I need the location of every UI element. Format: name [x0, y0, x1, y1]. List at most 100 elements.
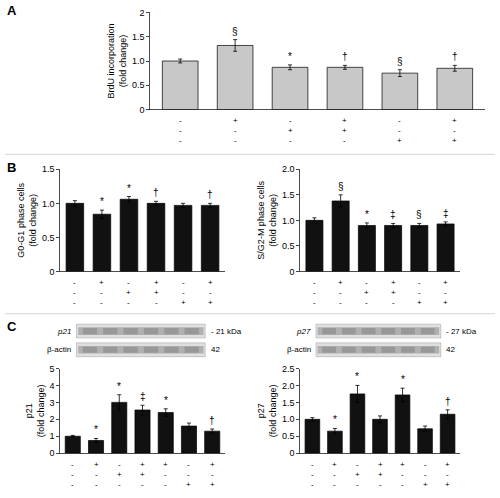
svg-text:-: - [187, 470, 190, 479]
svg-text:†: † [153, 187, 159, 198]
svg-text:+: + [378, 460, 383, 469]
svg-text:*: * [117, 381, 121, 392]
svg-text:-: - [424, 460, 427, 469]
svg-text:-: - [401, 480, 404, 489]
svg-text:+: + [397, 136, 402, 145]
svg-text:0.5: 0.5 [282, 431, 295, 441]
svg-text:+: + [364, 288, 369, 297]
svg-text:‡: ‡ [390, 209, 396, 220]
svg-text:2: 2 [139, 8, 144, 18]
svg-text:2: 2 [49, 414, 54, 424]
svg-text:-: - [401, 470, 404, 479]
svg-text:†: † [209, 415, 215, 426]
svg-text:+: + [210, 480, 215, 489]
svg-text:§: § [416, 209, 422, 220]
svg-text:G0-G1 phase cells(fold change): G0-G1 phase cells(fold change) [16, 183, 38, 258]
svg-text:4: 4 [49, 381, 54, 391]
svg-text:1.5: 1.5 [282, 398, 295, 408]
svg-text:*: * [100, 196, 104, 207]
svg-text:-: - [313, 288, 316, 297]
svg-text:-: - [333, 470, 336, 479]
svg-text:-: - [234, 126, 237, 135]
svg-text:p21: p21 [57, 327, 71, 336]
svg-text:+: + [163, 460, 168, 469]
svg-text:-: - [398, 116, 401, 125]
svg-text:2.5: 2.5 [282, 364, 295, 374]
svg-text:BrdU incorporation(fold change: BrdU incorporation(fold change) [106, 23, 128, 98]
svg-text:0: 0 [289, 267, 294, 277]
svg-text:42: 42 [211, 345, 220, 354]
svg-text:-: - [118, 460, 121, 469]
svg-text:-: - [209, 288, 212, 297]
svg-text:1.0: 1.0 [282, 414, 295, 424]
svg-text:§: § [232, 26, 238, 37]
svg-text:*: * [288, 51, 292, 62]
svg-text:+: + [94, 460, 99, 469]
svg-text:*: * [401, 374, 405, 385]
svg-text:+: + [181, 298, 186, 307]
svg-text:-: - [95, 480, 98, 489]
svg-text:-: - [73, 288, 76, 297]
svg-text:-: - [398, 126, 401, 135]
svg-text:-: - [164, 470, 167, 479]
svg-text:-: - [100, 288, 103, 297]
svg-text:0.5: 0.5 [282, 241, 295, 251]
svg-text:3: 3 [49, 398, 54, 408]
svg-text:+: + [140, 470, 145, 479]
svg-text:†: † [452, 51, 458, 62]
svg-text:§: § [338, 181, 344, 192]
svg-text:-: - [339, 298, 342, 307]
svg-text:-: - [339, 288, 342, 297]
svg-text:+: + [445, 460, 450, 469]
svg-text:-: - [211, 470, 214, 479]
svg-text:+: + [233, 116, 238, 125]
svg-text:+: + [452, 116, 457, 125]
svg-text:+: + [445, 480, 450, 489]
svg-text:+: + [154, 288, 159, 297]
svg-text:S/G2-M phase cells(fold change: S/G2-M phase cells(fold change) [256, 181, 278, 260]
svg-text:-: - [444, 288, 447, 297]
svg-text:+: + [117, 470, 122, 479]
svg-text:-: - [127, 278, 130, 287]
svg-text:+: + [452, 136, 457, 145]
svg-text:-: - [379, 480, 382, 489]
svg-text:+: + [400, 460, 405, 469]
svg-text:-: - [118, 480, 121, 489]
svg-text:§: § [397, 56, 403, 67]
svg-text:1: 1 [49, 431, 54, 441]
svg-text:-: - [95, 470, 98, 479]
svg-text:p27(fold change): p27(fold change) [256, 385, 278, 438]
svg-text:-: - [187, 460, 190, 469]
svg-text:+: + [288, 126, 293, 135]
svg-text:-: - [356, 460, 359, 469]
svg-text:+: + [342, 126, 347, 135]
svg-text:-: - [313, 298, 316, 307]
svg-text:-: - [182, 278, 185, 287]
svg-text:C: C [7, 319, 17, 334]
svg-text:2.0: 2.0 [282, 164, 295, 174]
svg-text:+: + [417, 298, 422, 307]
svg-text:+: + [140, 460, 145, 469]
svg-text:*: * [94, 424, 98, 435]
svg-text:-: - [365, 278, 368, 287]
svg-text:+: + [99, 278, 104, 287]
svg-text:p27: p27 [296, 327, 311, 336]
svg-text:-: - [343, 136, 346, 145]
svg-text:β-actin: β-actin [47, 345, 71, 354]
svg-text:*: * [365, 209, 369, 220]
svg-text:1.5: 1.5 [42, 164, 55, 174]
svg-text:-: - [71, 480, 74, 489]
svg-text:β-actin: β-actin [287, 345, 311, 354]
svg-text:+: + [355, 470, 360, 479]
svg-text:1.0: 1.0 [42, 199, 55, 209]
svg-text:0: 0 [49, 267, 54, 277]
svg-text:1.5: 1.5 [282, 190, 295, 200]
svg-text:-: - [155, 298, 158, 307]
svg-text:-: - [289, 116, 292, 125]
svg-text:-: - [73, 278, 76, 287]
svg-text:B: B [7, 160, 16, 175]
svg-text:†: † [207, 189, 213, 200]
svg-text:†: † [445, 396, 451, 407]
svg-text:-: - [333, 480, 336, 489]
svg-text:+: + [423, 480, 428, 489]
